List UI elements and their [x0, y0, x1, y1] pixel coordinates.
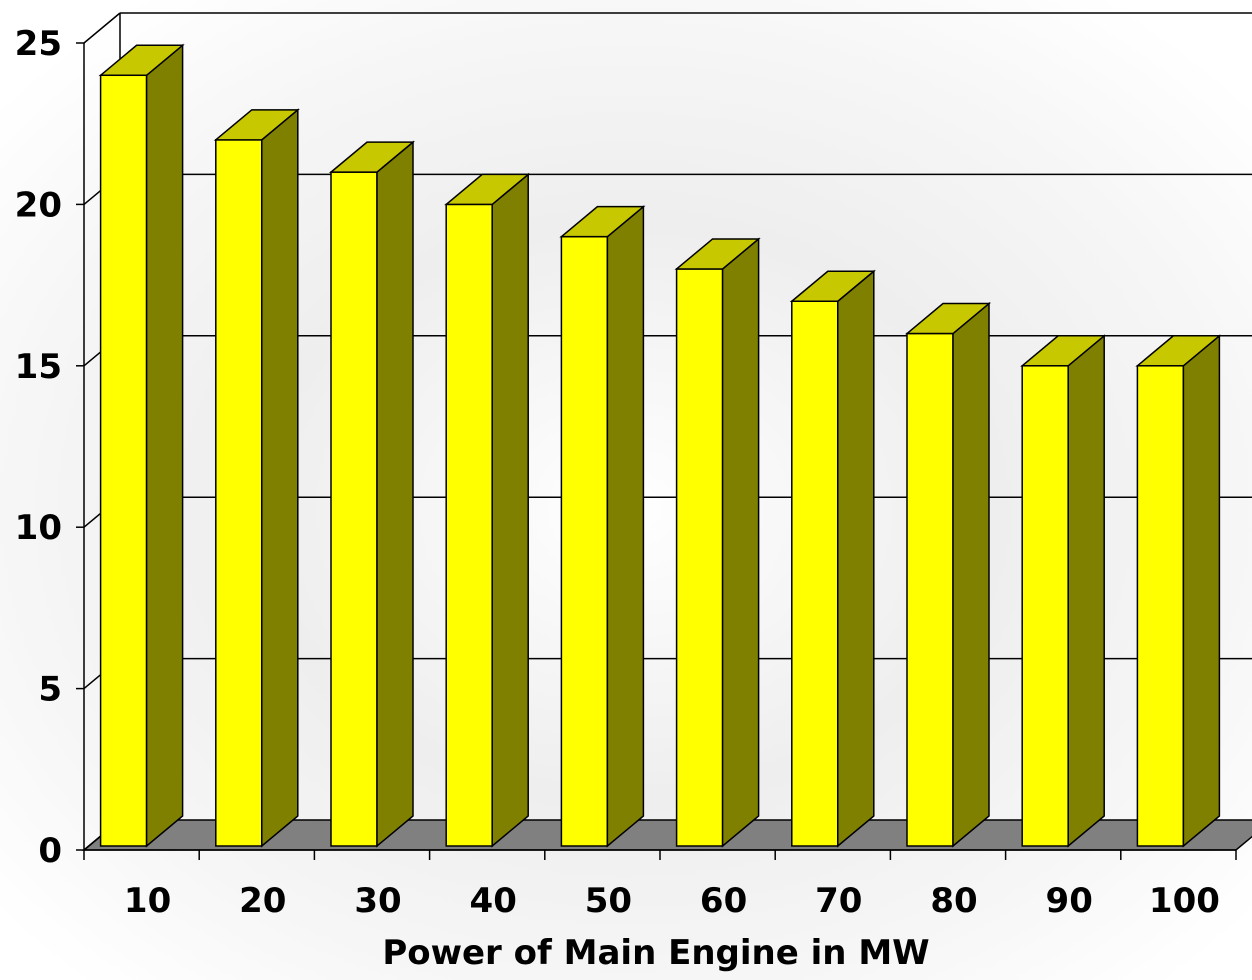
bar-side-40 [491, 172, 529, 848]
bar-side-70 [837, 269, 875, 848]
bar-top-90 [1020, 335, 1107, 367]
x-tick-label-30: 30 [354, 881, 401, 921]
x-tick-label-60: 60 [700, 881, 747, 921]
bar-side-50 [606, 205, 645, 848]
bar-90 [1020, 334, 1107, 848]
x-tick-label-100: 100 [1149, 881, 1220, 921]
y-tick-label-0: 0 [38, 831, 62, 871]
x-tick-label-50: 50 [585, 881, 632, 921]
y-tick-label-15: 15 [15, 347, 62, 387]
y-tick-label-10: 10 [15, 508, 62, 548]
bar-top-80 [904, 302, 992, 335]
bar-top-60 [674, 238, 761, 270]
x-tick-label-10: 10 [124, 881, 171, 921]
x-tick-label-70: 70 [815, 881, 862, 921]
bar-side-100 [1182, 334, 1221, 848]
x-tick-label-90: 90 [1046, 881, 1093, 921]
bar-10 [98, 43, 185, 848]
bar-20 [213, 108, 300, 848]
bar-front-70 [791, 300, 839, 847]
bars-layer [98, 43, 1222, 848]
bar-top-50 [559, 205, 646, 238]
bar-top-100 [1135, 335, 1222, 367]
bar-top-70 [789, 270, 876, 302]
y-tick-label-5: 5 [38, 670, 62, 710]
y-tick-label-25: 25 [15, 24, 62, 64]
y-tick-label-20: 20 [15, 185, 62, 225]
x-tick-label-20: 20 [239, 881, 286, 921]
bar-top-10 [98, 44, 185, 77]
bar-side-30 [376, 140, 414, 848]
bar-front-90 [1021, 365, 1069, 847]
x-tick-label-80: 80 [930, 881, 977, 921]
bar-80 [904, 301, 992, 848]
x-axis-title: Power of Main Engine in MW [382, 933, 929, 973]
bar-side-80 [952, 301, 990, 848]
bar-100 [1135, 334, 1222, 848]
bar-front-20 [215, 139, 263, 847]
bar-side-10 [145, 43, 184, 848]
side-wall-line-25 [83, 12, 121, 44]
bar-side-90 [1067, 334, 1105, 848]
bar-front-60 [675, 268, 724, 847]
x-tick-label-40: 40 [470, 881, 517, 921]
bar-top-20 [213, 109, 300, 141]
bar-50 [559, 205, 646, 848]
bar-70 [789, 269, 876, 848]
bar-side-20 [261, 108, 299, 848]
bar-front-80 [906, 332, 954, 847]
bar-front-10 [99, 74, 148, 847]
bar-top-40 [444, 173, 531, 206]
bar-40 [444, 172, 531, 848]
bar-front-100 [1136, 365, 1185, 847]
bar-60 [674, 237, 761, 848]
bar-30 [328, 140, 416, 848]
bar-front-30 [330, 171, 378, 847]
axis-layer: 0 5 10 15 20 25 10 20 30 40 50 60 70 80 90 100 [15, 24, 1237, 921]
bar-front-50 [560, 235, 609, 847]
bar-front-40 [445, 203, 493, 847]
bar-top-30 [328, 141, 416, 173]
bar-side-60 [721, 237, 760, 848]
